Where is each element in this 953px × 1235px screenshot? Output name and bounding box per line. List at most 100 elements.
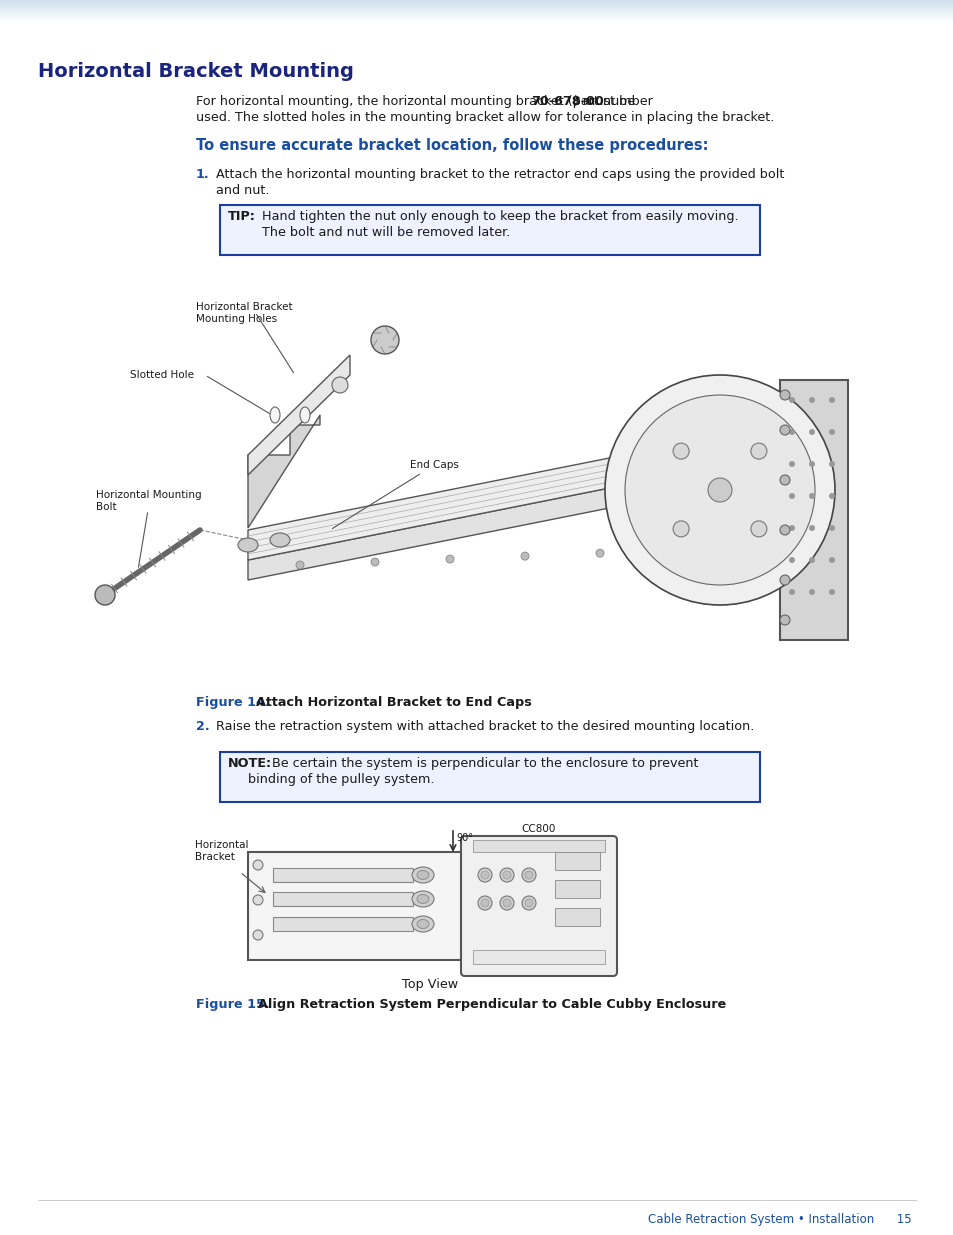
Text: Attach Horizontal Bracket to End Caps: Attach Horizontal Bracket to End Caps: [255, 697, 531, 709]
Circle shape: [604, 375, 834, 605]
Text: Align Retraction System Perpendicular to Cable Cubby Enclosure: Align Retraction System Perpendicular to…: [257, 998, 725, 1011]
Text: TIP:: TIP:: [228, 210, 255, 224]
Ellipse shape: [412, 890, 434, 906]
Circle shape: [780, 615, 789, 625]
Circle shape: [828, 461, 834, 467]
Circle shape: [673, 521, 688, 537]
FancyBboxPatch shape: [555, 908, 599, 926]
Text: and nut.: and nut.: [215, 184, 269, 198]
Circle shape: [673, 443, 688, 459]
Text: Figure 15.: Figure 15.: [195, 998, 270, 1011]
Circle shape: [808, 396, 814, 403]
Circle shape: [707, 478, 731, 501]
Text: Horizontal Bracket
Mounting Holes: Horizontal Bracket Mounting Holes: [195, 303, 293, 324]
Polygon shape: [248, 354, 350, 475]
Circle shape: [253, 895, 263, 905]
Text: Figure 14.: Figure 14.: [195, 697, 270, 709]
Text: The bolt and nut will be removed later.: The bolt and nut will be removed later.: [262, 226, 510, 240]
Text: ) must be: ) must be: [574, 95, 635, 107]
Circle shape: [524, 871, 533, 879]
FancyBboxPatch shape: [220, 205, 760, 254]
Circle shape: [624, 395, 814, 585]
Circle shape: [828, 429, 834, 435]
Ellipse shape: [416, 871, 429, 879]
Circle shape: [477, 897, 492, 910]
Text: End Caps: End Caps: [332, 459, 458, 529]
Circle shape: [828, 557, 834, 563]
Text: Be certain the system is perpendicular to the enclosure to prevent: Be certain the system is perpendicular t…: [272, 757, 698, 769]
Circle shape: [788, 557, 794, 563]
Text: Cable Retraction System • Installation      15: Cable Retraction System • Installation 1…: [648, 1213, 911, 1226]
Text: Raise the retraction system with attached bracket to the desired mounting locati: Raise the retraction system with attache…: [215, 720, 754, 734]
Circle shape: [670, 546, 679, 555]
Circle shape: [95, 585, 115, 605]
Circle shape: [780, 576, 789, 585]
FancyBboxPatch shape: [220, 752, 760, 802]
Circle shape: [521, 897, 536, 910]
Circle shape: [371, 558, 378, 566]
Text: Attach the horizontal mounting bracket to the retractor end caps using the provi: Attach the horizontal mounting bracket t…: [215, 168, 783, 182]
Circle shape: [828, 396, 834, 403]
Circle shape: [788, 589, 794, 595]
Polygon shape: [248, 458, 760, 580]
Circle shape: [808, 589, 814, 595]
Ellipse shape: [412, 916, 434, 932]
Circle shape: [780, 525, 789, 535]
Text: 2.: 2.: [195, 720, 210, 734]
Text: 90°: 90°: [456, 832, 473, 844]
Circle shape: [808, 429, 814, 435]
Circle shape: [477, 868, 492, 882]
Circle shape: [788, 396, 794, 403]
Circle shape: [596, 550, 603, 557]
Circle shape: [780, 425, 789, 435]
Circle shape: [480, 871, 489, 879]
Circle shape: [828, 525, 834, 531]
Circle shape: [828, 589, 834, 595]
Polygon shape: [248, 415, 319, 529]
Ellipse shape: [237, 538, 257, 552]
Circle shape: [788, 525, 794, 531]
Text: Slotted Hole: Slotted Hole: [130, 370, 193, 380]
FancyBboxPatch shape: [473, 840, 604, 852]
Text: 1.: 1.: [195, 168, 210, 182]
Circle shape: [332, 377, 348, 393]
Circle shape: [780, 475, 789, 485]
Text: NOTE:: NOTE:: [228, 757, 272, 769]
Circle shape: [521, 868, 536, 882]
Circle shape: [808, 557, 814, 563]
Circle shape: [788, 461, 794, 467]
Text: used. The slotted holes in the mounting bracket allow for tolerance in placing t: used. The slotted holes in the mounting …: [195, 111, 774, 124]
Text: To ensure accurate bracket location, follow these procedures:: To ensure accurate bracket location, fol…: [195, 138, 708, 153]
FancyBboxPatch shape: [473, 950, 604, 965]
Circle shape: [295, 561, 304, 569]
Circle shape: [828, 493, 834, 499]
Text: binding of the pulley system.: binding of the pulley system.: [248, 773, 434, 785]
Circle shape: [808, 493, 814, 499]
FancyBboxPatch shape: [780, 380, 847, 640]
FancyBboxPatch shape: [555, 881, 599, 898]
Text: Horizontal
Bracket: Horizontal Bracket: [194, 840, 248, 862]
Circle shape: [253, 860, 263, 869]
Text: CC800: CC800: [521, 824, 556, 834]
Text: Top View: Top View: [401, 978, 457, 990]
Ellipse shape: [416, 920, 429, 929]
Circle shape: [524, 899, 533, 906]
Ellipse shape: [416, 894, 429, 904]
Circle shape: [520, 552, 529, 561]
Polygon shape: [248, 429, 760, 559]
Ellipse shape: [299, 408, 310, 424]
FancyBboxPatch shape: [248, 852, 462, 960]
Text: 70-678-00: 70-678-00: [530, 95, 603, 107]
Circle shape: [808, 461, 814, 467]
Circle shape: [480, 899, 489, 906]
Text: Hand tighten the nut only enough to keep the bracket from easily moving.: Hand tighten the nut only enough to keep…: [262, 210, 738, 224]
Ellipse shape: [270, 408, 280, 424]
Ellipse shape: [270, 534, 290, 547]
FancyBboxPatch shape: [460, 836, 617, 976]
Circle shape: [788, 493, 794, 499]
Text: Horizontal Bracket Mounting: Horizontal Bracket Mounting: [38, 62, 354, 82]
Circle shape: [446, 555, 454, 563]
Text: For horizontal mounting, the horizontal mounting bracket (part number: For horizontal mounting, the horizontal …: [195, 95, 657, 107]
Circle shape: [499, 868, 514, 882]
FancyBboxPatch shape: [273, 918, 413, 931]
